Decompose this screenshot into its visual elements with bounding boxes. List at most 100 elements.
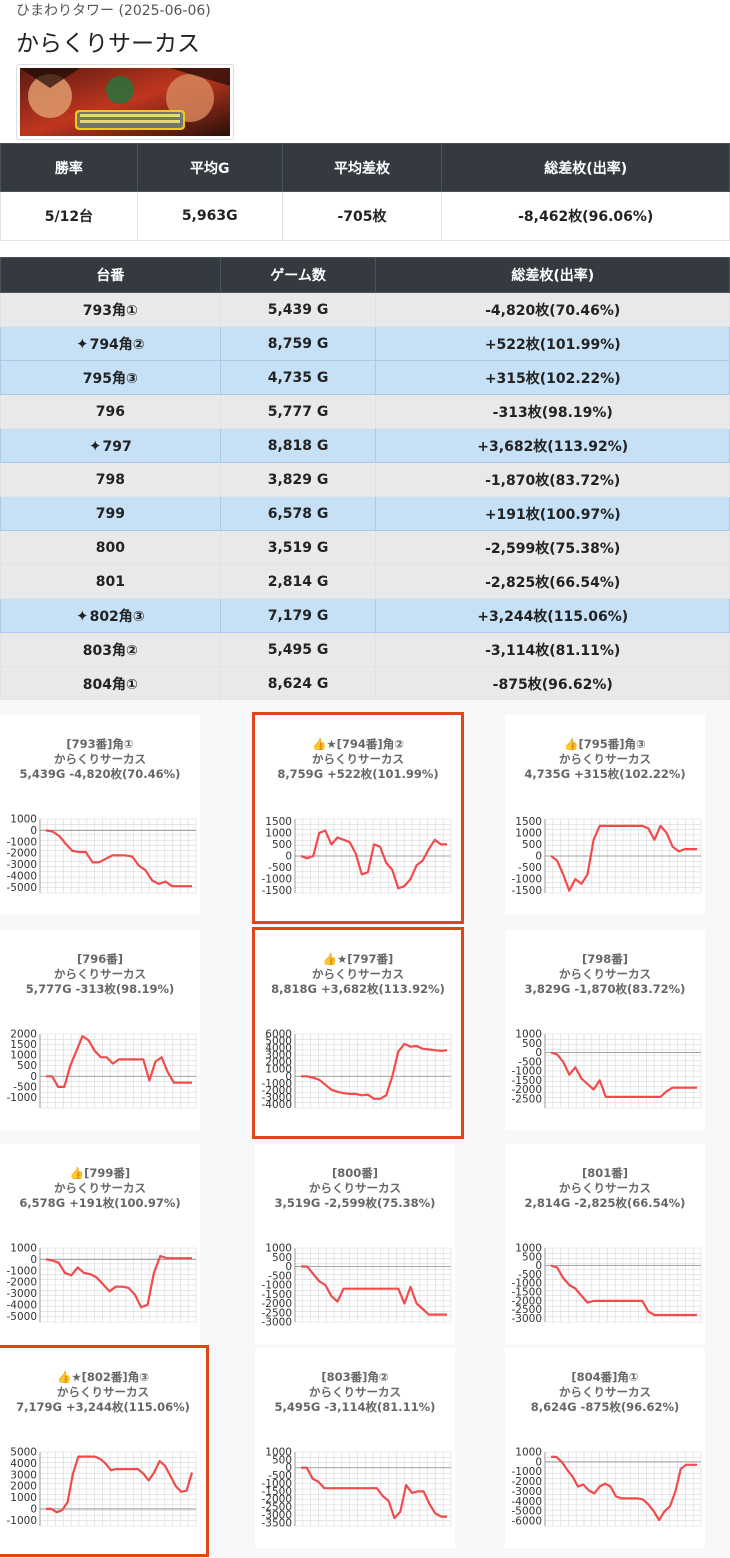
machine-row[interactable]: 803角② 5,495 G -3,114枚(81.11%) [0,632,730,667]
y-tick-label: 1000 [10,1492,37,1504]
store-date: ひまわりタワー (2025-06-06) [16,3,211,19]
chart-header: [801番] からくりサーカス 2,814G -2,825枚(66.54%) [505,1166,705,1211]
machine-row[interactable]: 799 6,578 G +191枚(100.97%) [0,496,730,531]
summary-avg-diff: -705枚 [281,191,443,241]
chart-card[interactable]: 👍★[802番]角③ からくりサーカス 7,179G +3,244枚(115.06%… [0,1345,209,1557]
y-tick-label: -5000 [511,1506,542,1518]
chart-info: 5,495G -3,114枚(81.11%) [274,1400,436,1414]
chart-title: [803番]角② [321,1370,389,1384]
summary-table: 勝率 平均G 平均差枚 総差枚(出率) 5/12台 5,963G -705枚 -… [0,143,730,241]
y-tick-label: 500 [522,1038,542,1050]
chart-header: [803番]角② からくりサーカス 5,495G -3,114枚(81.11%) [255,1370,455,1415]
machine-games: 5,777 G [219,394,377,429]
y-tick-label: -2000 [6,848,37,860]
chart-header: 👍★[797番] からくりサーカス 8,818G +3,682枚(113.92%) [255,952,461,997]
y-tick-label: -1500 [261,1486,292,1498]
machine-diff: +191枚(100.97%) [375,496,730,531]
chart-subtitle: からくりサーカス [312,752,404,766]
series-line [551,1455,697,1522]
chart-grid-lines [39,818,197,894]
machine-row[interactable]: 798 3,829 G -1,870枚(83.72%) [0,462,730,497]
chart-subtitle: からくりサーカス [559,967,651,981]
chart-info: 8,759G +522枚(101.99%) [277,767,439,781]
chart-card[interactable]: 👍★[797番] からくりサーカス 8,818G +3,682枚(113.92%) 6… [252,927,464,1139]
y-tick-label: -500 [268,1470,292,1482]
machine-number-cell: ✦797 [0,428,221,463]
y-tick-label: 4000 [265,1043,292,1055]
y-tick-label: -1500 [261,1289,292,1301]
machine-number: 800 [95,539,125,556]
chart-card[interactable]: [800番] からくりサーカス 3,519G -2,599枚(75.38%) 1000… [255,1144,455,1344]
machine-row[interactable]: 796 5,777 G -313枚(98.19%) [0,394,730,429]
chart-card[interactable]: [798番] からくりサーカス 3,829G -1,870枚(83.72%) 1000… [505,930,705,1130]
y-tick-label: -1000 [6,1265,37,1277]
chart-title: [796番] [76,952,124,966]
y-tick-label: 0 [535,1260,542,1272]
chart-subtitle: からくりサーカス [309,1181,401,1195]
y-tick-label: 4000 [10,1458,37,1470]
y-tick-label: -3000 [261,1317,292,1329]
machine-number-cell: ✦802角③ [0,598,221,633]
y-tick-label: 3000 [265,1050,292,1062]
y-tick-label: 2000 [265,1057,292,1069]
machine-number: 796 [95,403,125,420]
y-tick-label: -3000 [511,1486,542,1498]
y-tick-label: 1500 [265,816,292,828]
chart-card[interactable]: 👍[795番]角③ からくりサーカス 4,735G +315枚(102.22%) 15… [505,715,705,915]
series-line [46,1455,194,1514]
machine-banner-image [16,64,234,140]
machine-row[interactable]: ✦797 8,818 G +3,682枚(113.92%) [0,428,730,463]
chart-card[interactable]: 👍[799番] からくりサーカス 6,578G +191枚(100.97%) 1000… [0,1144,200,1344]
chart-header: 👍★[794番]角② からくりサーカス 8,759G +522枚(101.99%) [255,737,461,782]
machine-row[interactable]: 795角③ 4,735 G +315枚(102.22%) [0,360,730,395]
chart-title: 👍★[802番]角③ [57,1370,149,1384]
machine-number-cell: 795角③ [0,360,221,395]
y-tick-label: -1000 [261,1078,292,1090]
y-tick-label: -2500 [261,1502,292,1514]
machine-games: 3,829 G [219,462,377,497]
machine-games: 6,578 G [219,496,377,531]
machine-header-number: 台番 [0,257,221,293]
chart-card[interactable]: 👍★[794番]角② からくりサーカス 8,759G +522枚(101.99%) 1… [252,712,464,924]
chart-title: 👍[799番] [69,1166,131,1180]
y-tick-label: -1000 [261,1478,292,1490]
machine-number: 801 [95,573,125,590]
chart-card[interactable]: [804番]角① からくりサーカス 8,624G -875枚(96.62%) 1000… [505,1348,705,1548]
chart-svg: 6000500040003000200010000-1000-2000-3000… [261,1029,452,1111]
chart-card[interactable]: [801番] からくりサーカス 2,814G -2,825枚(66.54%) 1000… [505,1144,705,1344]
y-tick-label: -500 [518,1269,542,1281]
machine-header-diff: 総差枚(出率) [375,257,730,293]
machine-number-cell: 799 [0,496,221,531]
y-tick-label: 5000 [10,1447,37,1459]
machine-row[interactable]: 793角① 5,439 G -4,820枚(70.46%) [0,292,730,327]
machine-row[interactable]: 800 3,519 G -2,599枚(75.38%) [0,530,730,565]
y-tick-label: -3000 [261,1509,292,1521]
y-tick-label: 0 [285,1071,292,1083]
chart-info: 2,814G -2,825枚(66.54%) [524,1196,686,1210]
y-tick-label: 1000 [515,1447,542,1459]
chart-card[interactable]: [796番] からくりサーカス 5,777G -313枚(98.19%) 2000 15… [0,930,200,1130]
chart-card[interactable]: [793番]角① からくりサーカス 5,439G -4,820枚(70.46%) 10… [0,715,200,915]
machine-row[interactable]: 801 2,814 G -2,825枚(66.54%) [0,564,730,599]
machine-games: 8,759 G [219,326,377,361]
machine-row[interactable]: ✦802角③ 7,179 G +3,244枚(115.06%) [0,598,730,633]
summary-total-diff: -8,462枚(96.06%) [441,191,730,241]
series-line [45,1254,192,1309]
chart-info: 3,519G -2,599枚(75.38%) [274,1196,436,1210]
chart-header: 👍[795番]角③ からくりサーカス 4,735G +315枚(102.22%) [505,737,705,782]
machine-header-games: ゲーム数 [219,257,377,293]
machine-row[interactable]: ✦794角② 8,759 G +522枚(101.99%) [0,326,730,361]
y-tick-label: -1000 [6,836,37,848]
page-title: からくりサーカス [16,31,200,57]
chart-subtitle: からくりサーカス [309,1385,401,1399]
machine-number-cell: ✦794角② [0,326,221,361]
machine-diff: -313枚(98.19%) [375,394,730,429]
chart-card[interactable]: [803番]角② からくりサーカス 5,495G -3,114枚(81.11%) 10… [255,1348,455,1548]
machine-row[interactable]: 804角① 8,624 G -875枚(96.62%) [0,666,730,701]
y-tick-label: -3500 [261,1517,292,1529]
series-line [301,1265,447,1316]
machine-games: 5,495 G [219,632,377,667]
y-tick-label: -6000 [511,1516,542,1528]
